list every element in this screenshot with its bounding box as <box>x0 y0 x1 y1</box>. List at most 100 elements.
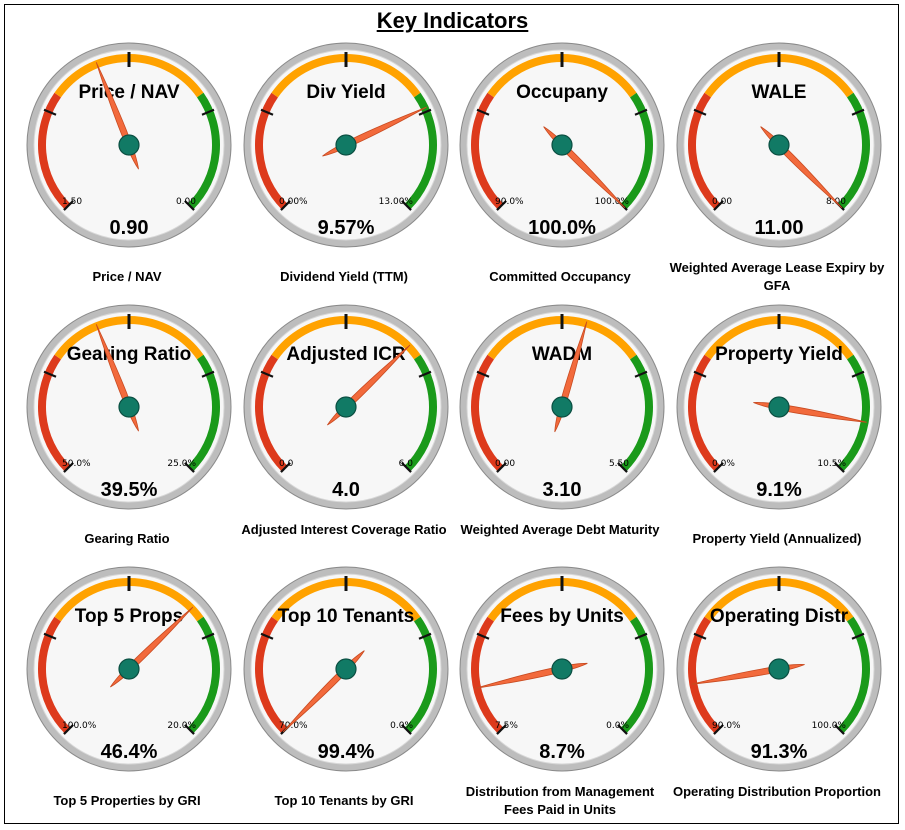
gauge-tick <box>184 200 195 211</box>
gauge-band-red <box>471 354 504 472</box>
gauge-tick <box>476 370 490 378</box>
gauge-tick <box>260 632 274 640</box>
gauge-title: Adjusted ICR <box>286 344 406 365</box>
gauge-tick <box>418 370 432 378</box>
gauge-hub <box>551 396 573 418</box>
gauge-tick <box>496 462 507 473</box>
gauge-min-label: 0.00% <box>279 197 308 207</box>
gauge-tick <box>476 108 490 116</box>
gauge-value: 8.7% <box>539 741 585 763</box>
gauge-band-red <box>688 616 721 734</box>
gauge-tick <box>63 462 74 473</box>
gauge-tick <box>184 462 195 473</box>
gauge-dial: Occupany 90.0% 100.0% 100.0% <box>459 42 665 248</box>
gauge-dial: WADM 0.00 5.50 3.10 <box>459 304 665 510</box>
gauge-band-green <box>837 92 870 210</box>
gauge-card: Fees by Units 7.5% 0.0% 8.7% Distribution fr… <box>451 564 669 826</box>
gauge-tick <box>496 724 507 735</box>
gauge-band-green <box>187 92 220 210</box>
gauge-caption: Property Yield (Annualized) <box>692 531 862 546</box>
gauge-tick <box>713 724 724 735</box>
gauge-hub <box>118 396 140 418</box>
gauge-tick <box>693 108 707 116</box>
gauge-min-label: 90.0% <box>712 721 741 731</box>
gauge-hub <box>768 134 790 156</box>
gauge-band-green <box>620 354 653 472</box>
gauge-tick <box>634 108 648 116</box>
gauge-dial: Gearing Ratio 50.0% 25.0% 39.5% <box>26 304 232 510</box>
gauge-tick <box>280 200 291 211</box>
gauge-tick <box>63 200 74 211</box>
gauge-tick <box>693 370 707 378</box>
gauge-tick <box>401 462 412 473</box>
gauge-band-red <box>38 92 71 210</box>
gauge-card: Top 10 Tenants 70.0% 0.0% 99.4% Top 10 Tenan… <box>235 564 453 826</box>
gauge-value: 46.4% <box>101 741 158 763</box>
gauge-tick <box>851 370 865 378</box>
gauge-min-label: 50.0% <box>62 459 91 469</box>
gauge-title: Operating Distr <box>710 606 849 627</box>
gauge-title: Fees by Units <box>500 606 624 627</box>
gauge-hub <box>551 658 573 680</box>
gauge-dial: Fees by Units 7.5% 0.0% 8.7% <box>459 566 665 772</box>
gauge-band-red <box>255 92 288 210</box>
gauge-card: Top 5 Props 100.0% 20.0% 46.4% Top 5 Propert… <box>18 564 236 826</box>
gauge-value: 39.5% <box>101 479 158 501</box>
gauge-max-label: 10.5% <box>817 459 846 469</box>
gauge-hub <box>335 396 357 418</box>
gauge-band-red <box>255 616 288 734</box>
page-title: Key Indicators <box>376 8 529 33</box>
gauge-tick <box>260 370 274 378</box>
gauge-min-label: 90.0% <box>495 197 524 207</box>
gauge-max-label: 100.0% <box>595 197 630 207</box>
gauge-dial: Top 5 Props 100.0% 20.0% 46.4% <box>26 566 232 772</box>
gauge-card: Property Yield 0.0% 10.5% 9.1% Property Yiel… <box>668 302 886 564</box>
gauge-tick <box>418 108 432 116</box>
gauge-card: Occupany 90.0% 100.0% 100.0% Committed Occup… <box>451 40 669 302</box>
gauge-band-green <box>404 616 437 734</box>
gauge-max-label: 0.0% <box>390 721 413 731</box>
gauge-tick <box>713 462 724 473</box>
gauge-tick <box>851 108 865 116</box>
gauge-tick <box>713 200 724 211</box>
gauge-tick <box>617 724 628 735</box>
gauge-tick <box>634 632 648 640</box>
gauge-max-label: 0.0% <box>606 721 629 731</box>
gauge-max-label: 0.00 <box>176 197 196 207</box>
gauge-band-red <box>688 354 721 472</box>
gauge-caption: Operating Distribution Proportion <box>673 784 881 799</box>
gauge-min-label: 0.0% <box>712 459 735 469</box>
gauge-title: WALE <box>752 82 807 103</box>
gauge-tick <box>401 724 412 735</box>
gauge-value: 9.1% <box>756 479 802 501</box>
gauge-band-red <box>471 616 504 734</box>
gauge-hub <box>118 134 140 156</box>
gauge-tick <box>43 632 57 640</box>
gauge-card: Adjusted ICR 0.0 6.0 4.0 Adjusted Interest C… <box>235 302 453 564</box>
gauge-caption: Adjusted Interest Coverage Ratio <box>241 522 447 537</box>
gauge-tick <box>184 724 195 735</box>
gauge-value: 91.3% <box>751 741 808 763</box>
gauge-title: Occupany <box>516 82 608 103</box>
gauge-tick <box>201 108 215 116</box>
gauge-band-red <box>38 616 71 734</box>
gauge-dial: Property Yield 0.0% 10.5% 9.1% <box>676 304 882 510</box>
gauge-caption: Distribution from Management Fees Paid i… <box>465 784 655 817</box>
gauge-tick <box>496 200 507 211</box>
gauge-value: 0.90 <box>110 217 149 239</box>
gauge-tick <box>43 108 57 116</box>
gauge-band-red <box>255 354 288 472</box>
gauge-card: Price / NAV 1.50 0.00 0.90 Price / NAV <box>18 40 236 302</box>
gauge-caption: Weighted Average Lease Expiry by GFA <box>669 260 885 293</box>
gauge-value: 4.0 <box>332 479 360 501</box>
gauge-hub <box>335 134 357 156</box>
gauge-card: Div Yield 0.00% 13.00% 9.57% Dividend Yield … <box>235 40 453 302</box>
gauge-tick <box>693 632 707 640</box>
gauge-min-label: 0.0 <box>279 459 294 469</box>
gauge-tick <box>476 632 490 640</box>
gauge-band-green <box>187 616 220 734</box>
gauge-band-red <box>471 92 504 210</box>
gauge-caption: Gearing Ratio <box>84 531 170 546</box>
gauge-band-green <box>187 354 220 472</box>
